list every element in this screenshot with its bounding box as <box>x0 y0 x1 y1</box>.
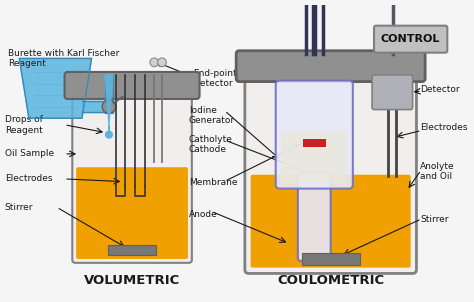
Polygon shape <box>105 75 113 125</box>
Text: Electrodes: Electrodes <box>5 175 52 183</box>
Circle shape <box>158 58 166 67</box>
Text: End-point
Detector: End-point Detector <box>193 69 237 88</box>
Text: Stirrer: Stirrer <box>5 203 33 212</box>
Text: COULOMETRIC: COULOMETRIC <box>277 274 384 287</box>
FancyBboxPatch shape <box>374 26 447 53</box>
Text: Catholyte
Cathode: Catholyte Cathode <box>189 135 233 154</box>
Text: Anode: Anode <box>189 210 218 219</box>
Text: Detector: Detector <box>420 85 460 94</box>
FancyBboxPatch shape <box>251 175 410 268</box>
Bar <box>303 139 326 146</box>
FancyBboxPatch shape <box>276 81 353 188</box>
Text: Electrodes: Electrodes <box>420 123 468 132</box>
Text: Burette with Karl Fischer
Reagent: Burette with Karl Fischer Reagent <box>8 49 119 68</box>
Text: VOLUMETRIC: VOLUMETRIC <box>84 274 180 287</box>
Polygon shape <box>19 59 91 118</box>
FancyBboxPatch shape <box>372 75 412 110</box>
FancyBboxPatch shape <box>76 167 188 259</box>
Text: Stirrer: Stirrer <box>420 215 449 224</box>
Circle shape <box>102 100 116 114</box>
Bar <box>302 253 360 265</box>
Text: Anolyte
and Oil: Anolyte and Oil <box>420 162 455 181</box>
FancyBboxPatch shape <box>73 74 192 263</box>
Text: CONTROL: CONTROL <box>381 34 440 44</box>
FancyBboxPatch shape <box>64 72 200 99</box>
FancyBboxPatch shape <box>236 51 425 82</box>
FancyBboxPatch shape <box>298 172 331 261</box>
Text: Drops of
Reagent: Drops of Reagent <box>5 115 43 135</box>
FancyBboxPatch shape <box>282 131 347 183</box>
Text: Iodine
Generator: Iodine Generator <box>189 106 235 125</box>
Bar <box>108 246 156 255</box>
Text: Membrane: Membrane <box>189 178 237 187</box>
FancyBboxPatch shape <box>245 54 417 273</box>
Circle shape <box>106 131 112 138</box>
Text: Oil Sample: Oil Sample <box>5 149 54 158</box>
Circle shape <box>150 58 159 67</box>
